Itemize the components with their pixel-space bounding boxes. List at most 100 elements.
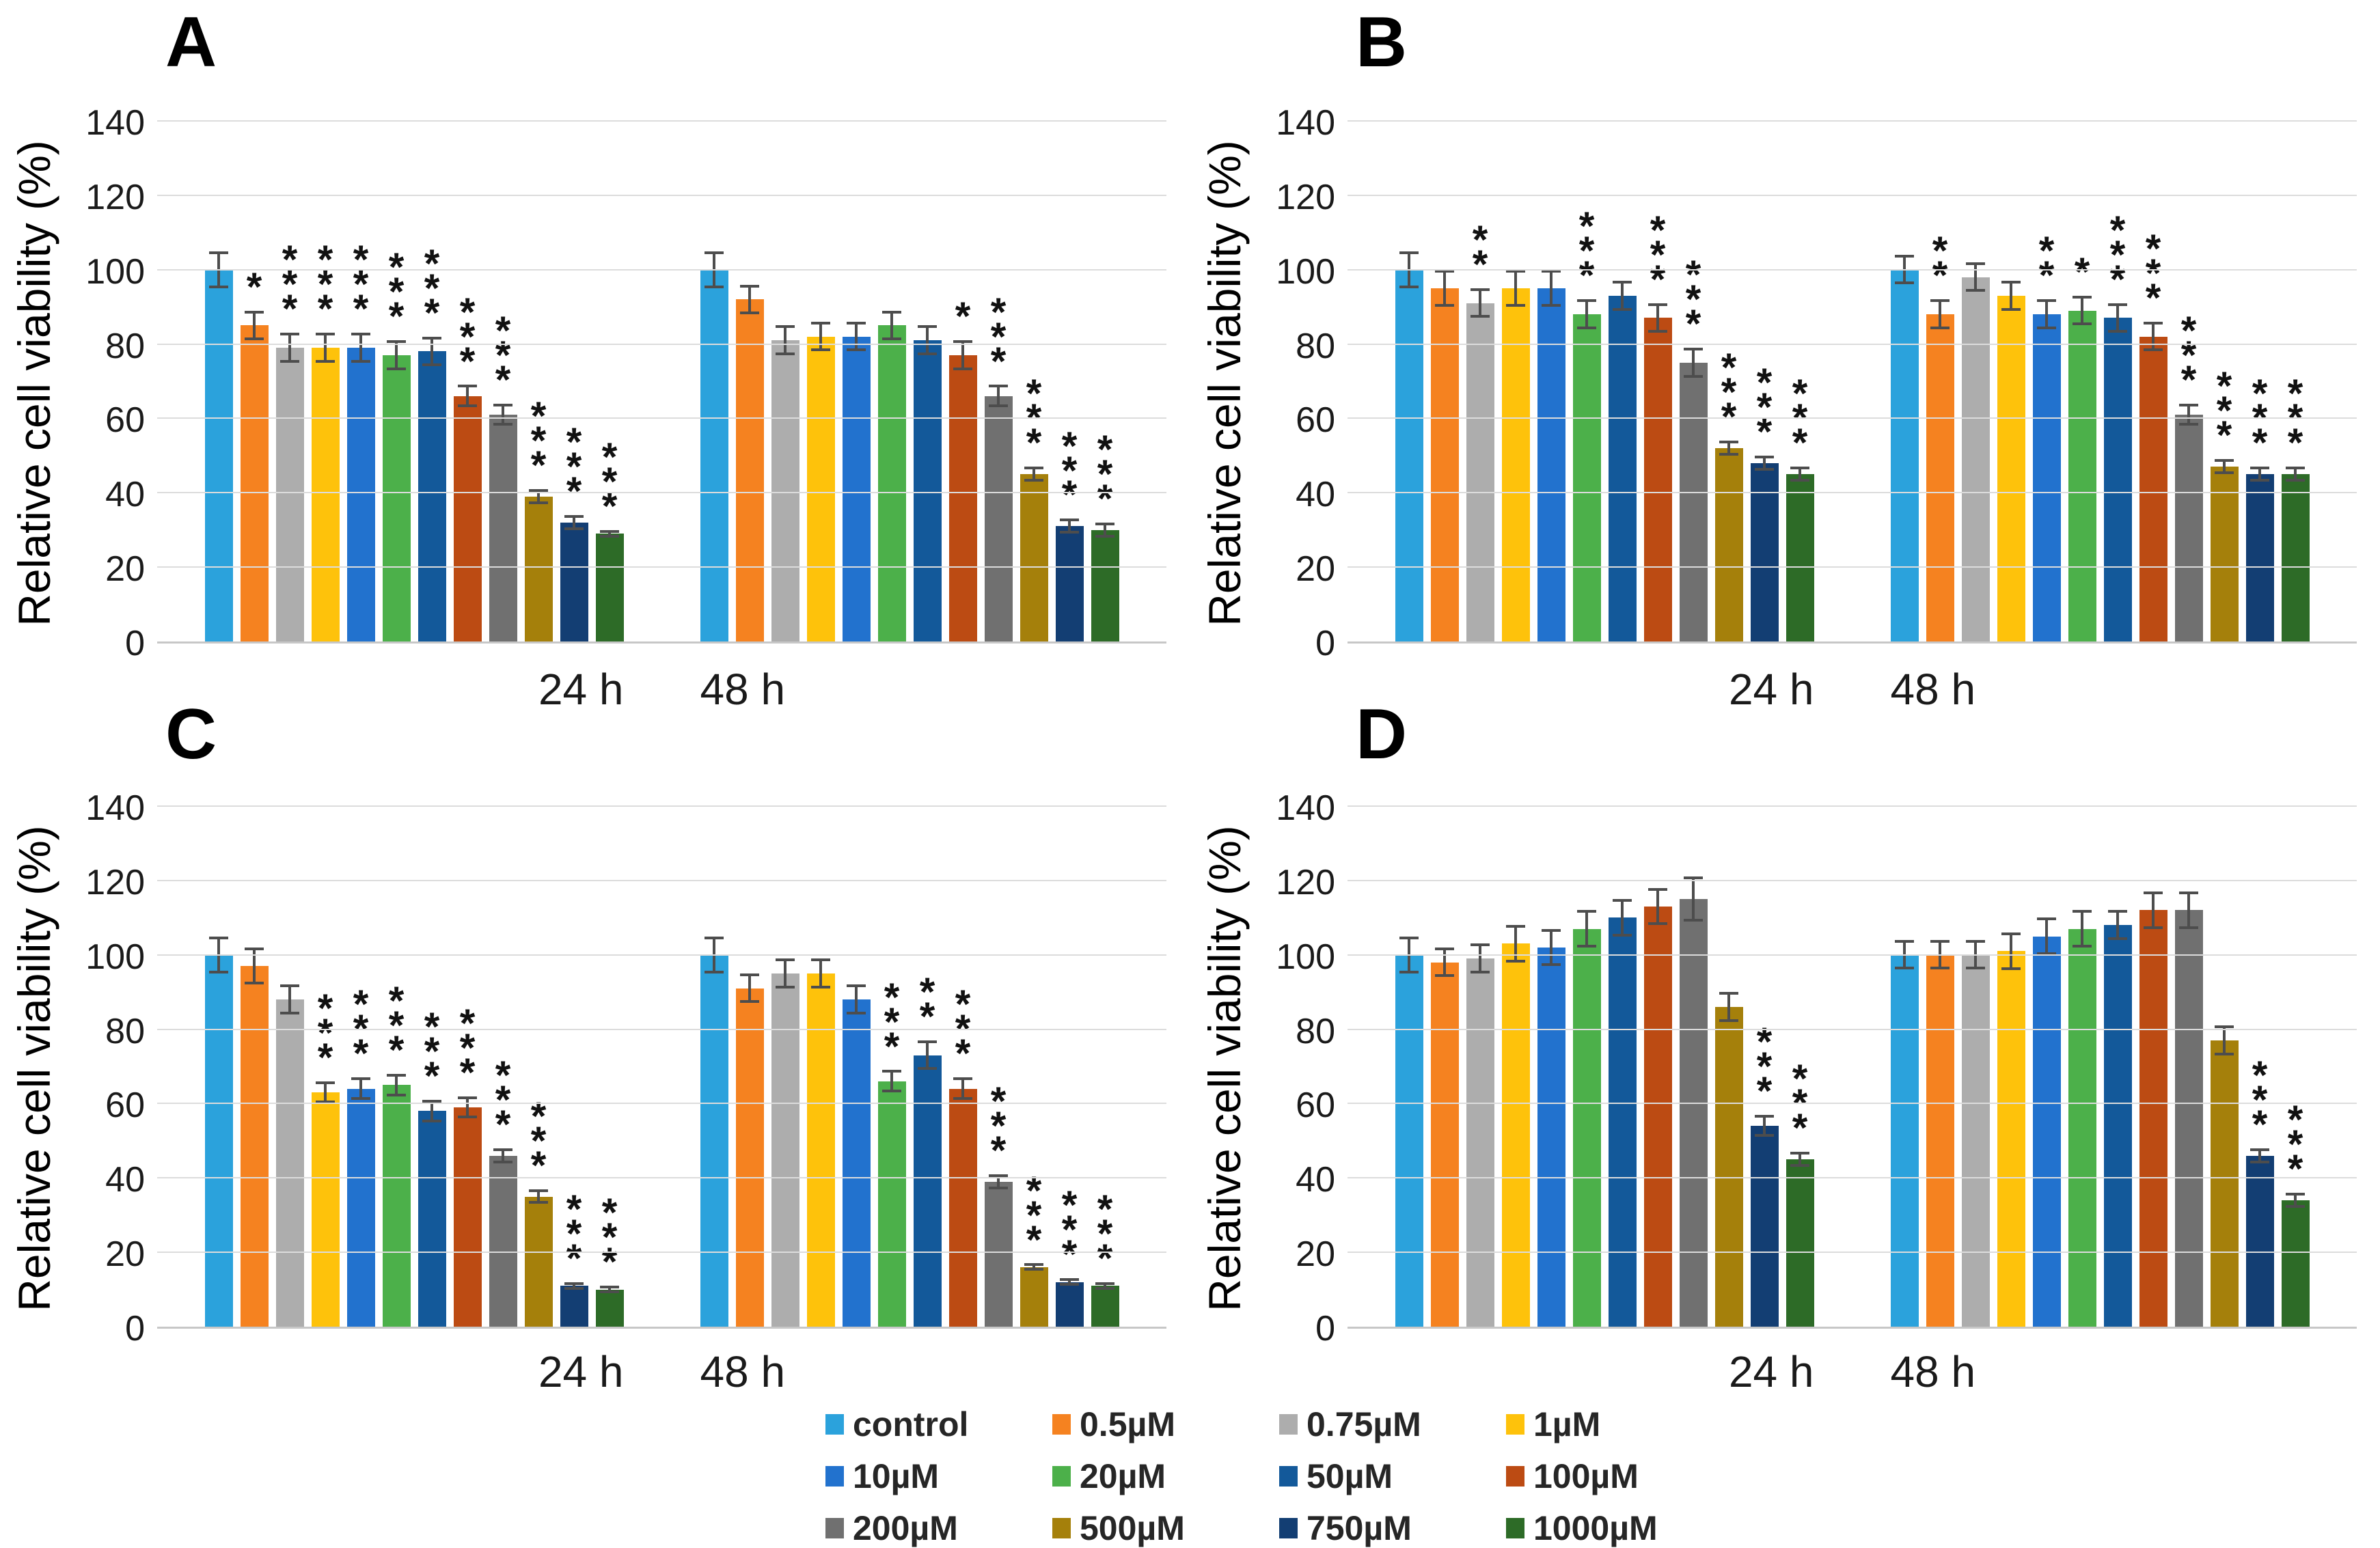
- error-bar: [1929, 299, 1951, 329]
- bar-group-48h: * * * * * * * * * * * * * * * * * * * *: [700, 936, 1119, 1327]
- significance-marker: * * *: [1721, 346, 1737, 440]
- x-label-48h: 48 h: [1890, 1347, 1976, 1396]
- legend-item-1µM: 1µM: [1506, 1405, 1733, 1444]
- error-bar: [421, 336, 443, 367]
- error-bar: [739, 284, 761, 315]
- gridline: [1348, 194, 2357, 196]
- bar-100µM-24h: * * *: [1643, 210, 1672, 641]
- bar-20µM-48h: [877, 310, 906, 641]
- bar-1µM-48h: [1997, 281, 2025, 641]
- bar-500µM-24h: * * *: [524, 1096, 553, 1327]
- legend-item-50µM: 50µM: [1279, 1456, 1506, 1496]
- bar-group-48h: * * * * * *: [1890, 892, 2310, 1327]
- bar-100µM-24h: [1643, 887, 1672, 1327]
- error-bar: [350, 333, 372, 363]
- significance-marker: * * *: [282, 238, 298, 332]
- bar-200µM-48h: * * *: [984, 1082, 1013, 1327]
- bar-50µM-24h: [1608, 281, 1637, 641]
- error-bar: [845, 984, 867, 1014]
- legend-item-100µM: 100µM: [1506, 1456, 1733, 1496]
- significance-marker: * * *: [1650, 208, 1666, 302]
- y-tick-label: 80: [105, 326, 145, 366]
- bar-100µM-24h: * * *: [453, 292, 482, 641]
- y-tick-label: 60: [1296, 400, 1335, 441]
- y-tick-label: 0: [125, 1309, 145, 1349]
- gridline: [157, 343, 1166, 345]
- panel-b: B Relative cell viability (%) 0 20 40 60 80 1…: [1190, 0, 2380, 714]
- gridline: [157, 268, 1166, 271]
- x-label-24h: 24 h: [1728, 665, 1814, 714]
- error-bar: [385, 1073, 407, 1096]
- significance-marker: * * *: [990, 290, 1007, 384]
- error-bar: [2249, 467, 2271, 482]
- error-bar: [916, 325, 938, 355]
- gridline: [157, 120, 1166, 122]
- significance-marker: * *: [2038, 229, 2055, 299]
- legend-swatch-icon: [825, 1466, 844, 1487]
- y-tick-label: 140: [85, 103, 145, 143]
- bar-1000µM-48h: * * *: [1091, 430, 1119, 641]
- gridline: [1348, 1103, 2357, 1105]
- gridline: [1348, 954, 2357, 956]
- gridline: [1348, 343, 2357, 345]
- bar-10µM-24h: * * *: [346, 240, 375, 641]
- legend-label: 500µM: [1080, 1509, 1185, 1547]
- error-bar: [1540, 928, 1562, 967]
- bar-control-24h: [1395, 251, 1423, 641]
- plot-area: * * * * * * * * * * * * * * * * * * * * * * * *…: [1348, 120, 2357, 644]
- bar-0.75µM-48h: [771, 958, 799, 1327]
- bar-0.5µM-48h: [735, 973, 764, 1327]
- y-tick-label: 60: [105, 400, 145, 441]
- legend-item-200µM: 200µM: [825, 1508, 1052, 1548]
- bar-1µM-24h: [1501, 925, 1530, 1327]
- bar-50µM-24h: * * *: [418, 244, 446, 641]
- bar-750µM-48h: * * *: [1055, 1186, 1084, 1327]
- significance-marker: * * *: [601, 434, 618, 529]
- legend-label: 0.75µM: [1307, 1405, 1421, 1443]
- error-bar: [1058, 519, 1080, 534]
- gridline: [157, 492, 1166, 494]
- error-bar: [1540, 269, 1562, 307]
- y-tick-label: 120: [1276, 862, 1335, 902]
- x-axis-labels: 24 h 48 h: [1348, 664, 2357, 715]
- bar-20µM-48h: [2068, 910, 2096, 1327]
- x-label-48h: 48 h: [1890, 665, 1976, 714]
- significance-marker: * * *: [317, 986, 333, 1080]
- y-tick-label: 80: [1296, 326, 1335, 366]
- significance-marker: * * *: [2252, 1053, 2268, 1147]
- gridline: [1348, 1028, 2357, 1030]
- bar-group-48h: * * * * * * * * * * * * * * * * * * * * * * *: [1890, 210, 2310, 641]
- bar-group-24h: * * * * * * * * * * * * * * * * * * * * * * * * …: [204, 240, 624, 641]
- significance-marker: * * *: [1097, 427, 1113, 521]
- legend-label: 50µM: [1307, 1457, 1393, 1495]
- bar-750µM-48h: * * *: [1055, 426, 1084, 641]
- legend-swatch-icon: [1279, 1466, 1298, 1487]
- error-bar: [492, 403, 514, 426]
- error-bar: [599, 529, 620, 538]
- gridline: [157, 1028, 1166, 1030]
- significance-marker: * * *: [1061, 424, 1078, 518]
- bar-1000µM-24h: * * *: [595, 1193, 624, 1327]
- bar-100µM-48h: * * *: [2139, 230, 2167, 641]
- y-tick-label: 120: [85, 862, 145, 902]
- significance-marker: * * *: [388, 245, 405, 340]
- y-tick-label: 40: [1296, 1160, 1335, 1200]
- error-bar: [987, 1174, 1009, 1189]
- significance-marker: * *: [919, 970, 935, 1039]
- legend-item-20µM: 20µM: [1052, 1456, 1279, 1496]
- gridline: [157, 1252, 1166, 1254]
- bar-group-24h: * * * * * * * * * * * * * * * * * * * * * * * *…: [204, 936, 624, 1327]
- significance-marker: * * *: [2252, 372, 2268, 466]
- bar-100µM-48h: [2139, 892, 2167, 1327]
- bar-0.75µM-48h: [771, 325, 799, 641]
- y-tick-label: 80: [1296, 1011, 1335, 1051]
- error-bar: [1753, 1114, 1775, 1137]
- significance-marker: * * *: [495, 1053, 511, 1147]
- significance-marker: * * *: [566, 1187, 582, 1281]
- legend-label: control: [853, 1405, 969, 1443]
- error-bar: [2213, 1025, 2235, 1055]
- bar-500µM-24h: [1714, 992, 1743, 1327]
- gridline: [1348, 805, 2357, 807]
- gridline: [157, 566, 1166, 568]
- gridline: [157, 1103, 1166, 1105]
